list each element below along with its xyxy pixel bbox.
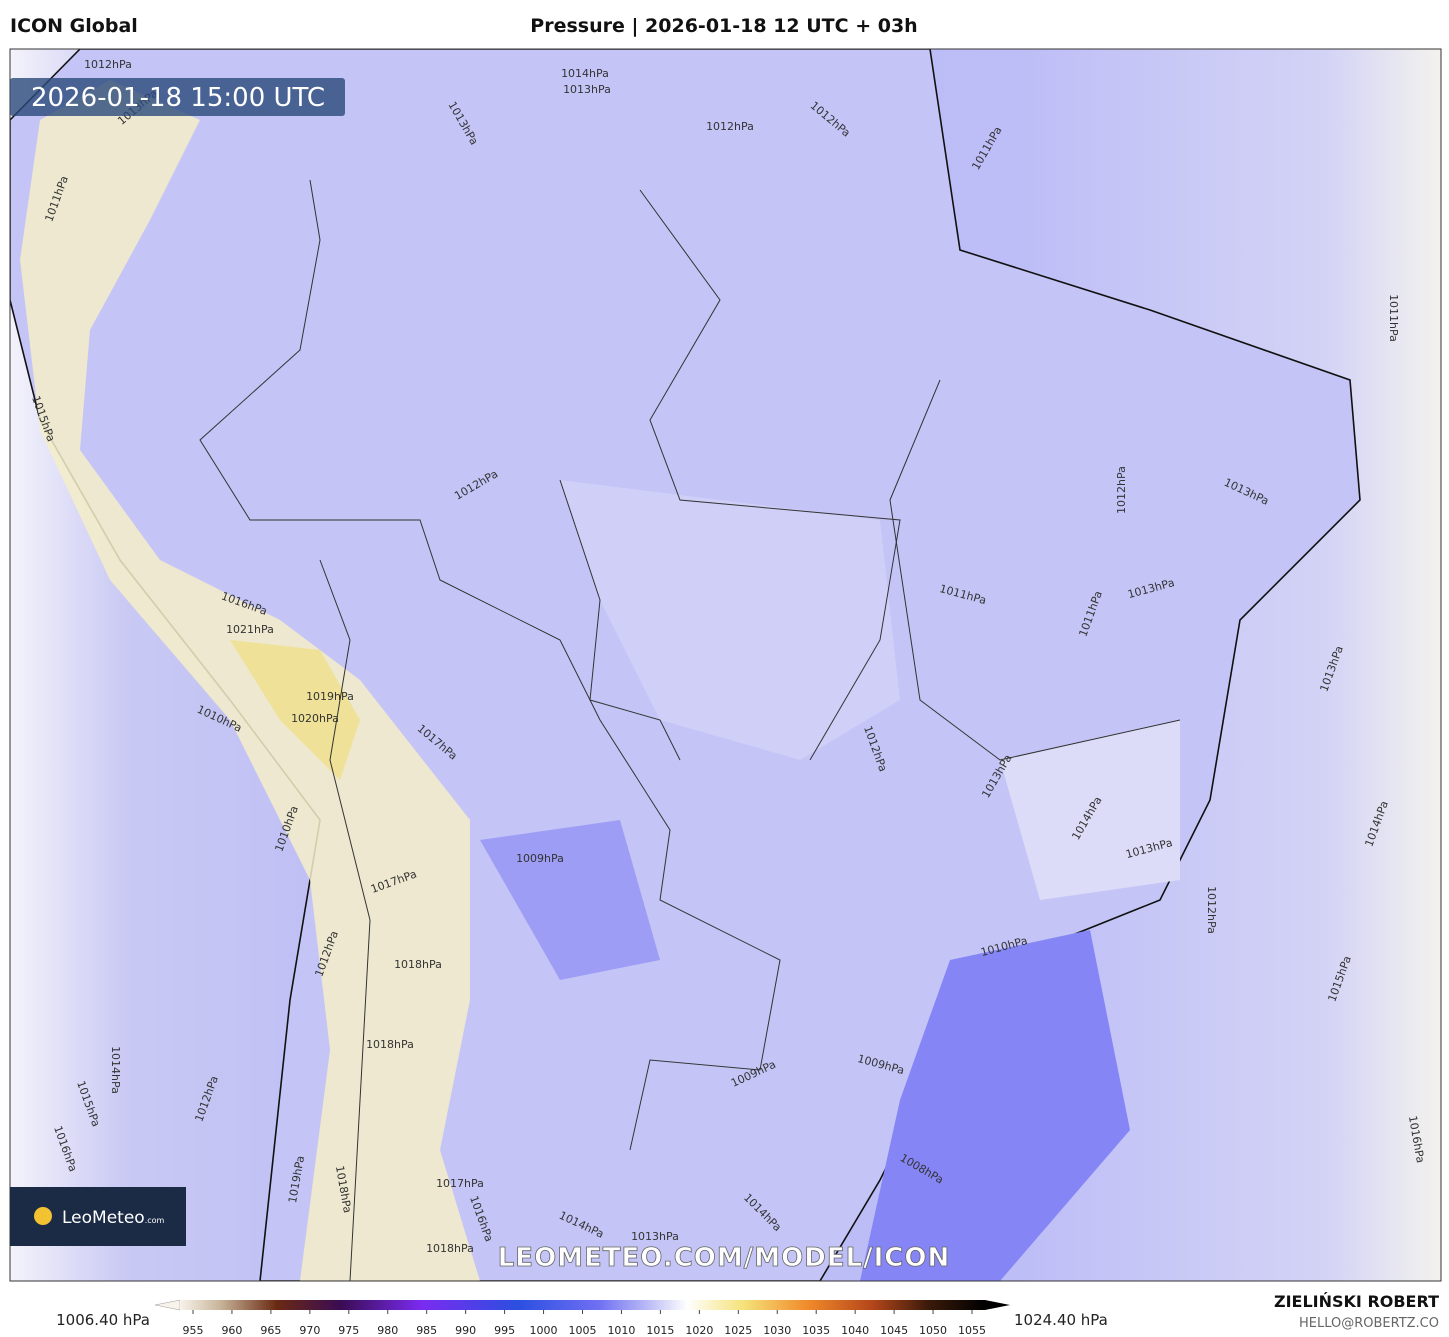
colorbar-tick-label: 955 (183, 1324, 204, 1337)
isobar-label: 1012hPa (706, 120, 754, 133)
colorbar-arrow (985, 1300, 1010, 1310)
andes-high-pressure (230, 640, 360, 780)
map-frame (9, 48, 1442, 1282)
low-pressure-area (480, 820, 660, 980)
isobar-label: 1014hPa (561, 67, 609, 80)
isobar-label: 1009hPa (516, 852, 564, 865)
timestamp: 2026-01-18 15:00 UTC (31, 83, 325, 113)
isobar-label: 1021hPa (226, 623, 274, 636)
colorbar-tick-label: 1000 (530, 1324, 558, 1337)
isobar-label: 1019hPa (306, 690, 354, 703)
isobar-label: 1018hPa (394, 958, 442, 971)
colorbar (180, 1300, 985, 1310)
pressure-area (1000, 720, 1180, 900)
colorbar-tick-label: 1015 (646, 1324, 674, 1337)
colorbar-tick-label: 1050 (919, 1324, 947, 1337)
timestamp-box (10, 78, 345, 116)
colorbar-tick-label: 1020 (685, 1324, 713, 1337)
colorbar-tick-label: 1010 (607, 1324, 635, 1337)
colorbar-tick-label: 970 (299, 1324, 320, 1337)
colorbar-tick-label: 985 (416, 1324, 437, 1337)
isobar-label: 1014hPa (109, 1046, 122, 1094)
colorbar-tick-label: 1045 (880, 1324, 908, 1337)
watermark: LEOMETEO.COM/MODEL/ICON (498, 1243, 951, 1273)
logo-name: LeoMeteo (62, 1208, 145, 1228)
colorbar-min: 1006.40 hPa (56, 1311, 150, 1329)
map: 1012hPa 1014hPa 1013hPa 1013hPa 1012hPa 1012h… (10, 49, 1441, 1281)
isobar-label: 1013hPa (631, 1230, 679, 1243)
isobar-label: 1017hPa (436, 1177, 484, 1190)
isobar-label: 1018hPa (426, 1242, 474, 1255)
pressure-area (560, 480, 900, 760)
logo-sun (34, 1207, 52, 1225)
logo-text: LeoMeteo.com (62, 1208, 165, 1228)
colorbar-tick-label: 990 (455, 1324, 476, 1337)
colorbar-max: 1024.40 hPa (1014, 1311, 1108, 1329)
isobar-label: 1018hPa (366, 1038, 414, 1051)
isobar-label: 1013hPa (563, 83, 611, 96)
colorbar-tick-label: 1040 (841, 1324, 869, 1337)
colorbar-tick-label: 995 (494, 1324, 515, 1337)
colorbar-tick-label: 975 (338, 1324, 359, 1337)
colorbar-tick-label: 960 (221, 1324, 242, 1337)
model-name: ICON Global (10, 15, 138, 37)
colorbar-arrow (154, 1299, 181, 1311)
isobar-label: 1012hPa (84, 58, 132, 71)
andes-high-pressure (20, 80, 480, 1281)
colorbar-ticks: 955 960 965 970 975 980 985 990 995 1000 1005 1010 1… (183, 1310, 986, 1337)
colorbar-tick-label: 1005 (569, 1324, 597, 1337)
borders (199, 179, 1181, 1281)
isobar-label: 1011hPa (1387, 294, 1400, 342)
author: ZIELIŃSKI ROBERT (1274, 1292, 1439, 1311)
colorbar-tick-label: 1055 (958, 1324, 986, 1337)
colorbar-tick-label: 980 (377, 1324, 398, 1337)
low-pressure-area (860, 930, 1130, 1281)
colorbar-tick-label: 965 (260, 1324, 281, 1337)
email: HELLO@ROBERTZ.CO (1299, 1316, 1439, 1331)
isobar-label: 1020hPa (291, 712, 339, 725)
isobar-label: 1012hPa (1115, 466, 1128, 514)
map-title: Pressure | 2026-01-18 12 UTC + 03h (530, 15, 917, 37)
colorbar-tick-label: 1035 (802, 1324, 830, 1337)
isobar-label: 1012hPa (1205, 886, 1218, 934)
logo-suffix: .com (145, 1216, 165, 1225)
colorbar-tick-label: 1025 (724, 1324, 752, 1337)
colorbar-tick-label: 1030 (763, 1324, 791, 1337)
